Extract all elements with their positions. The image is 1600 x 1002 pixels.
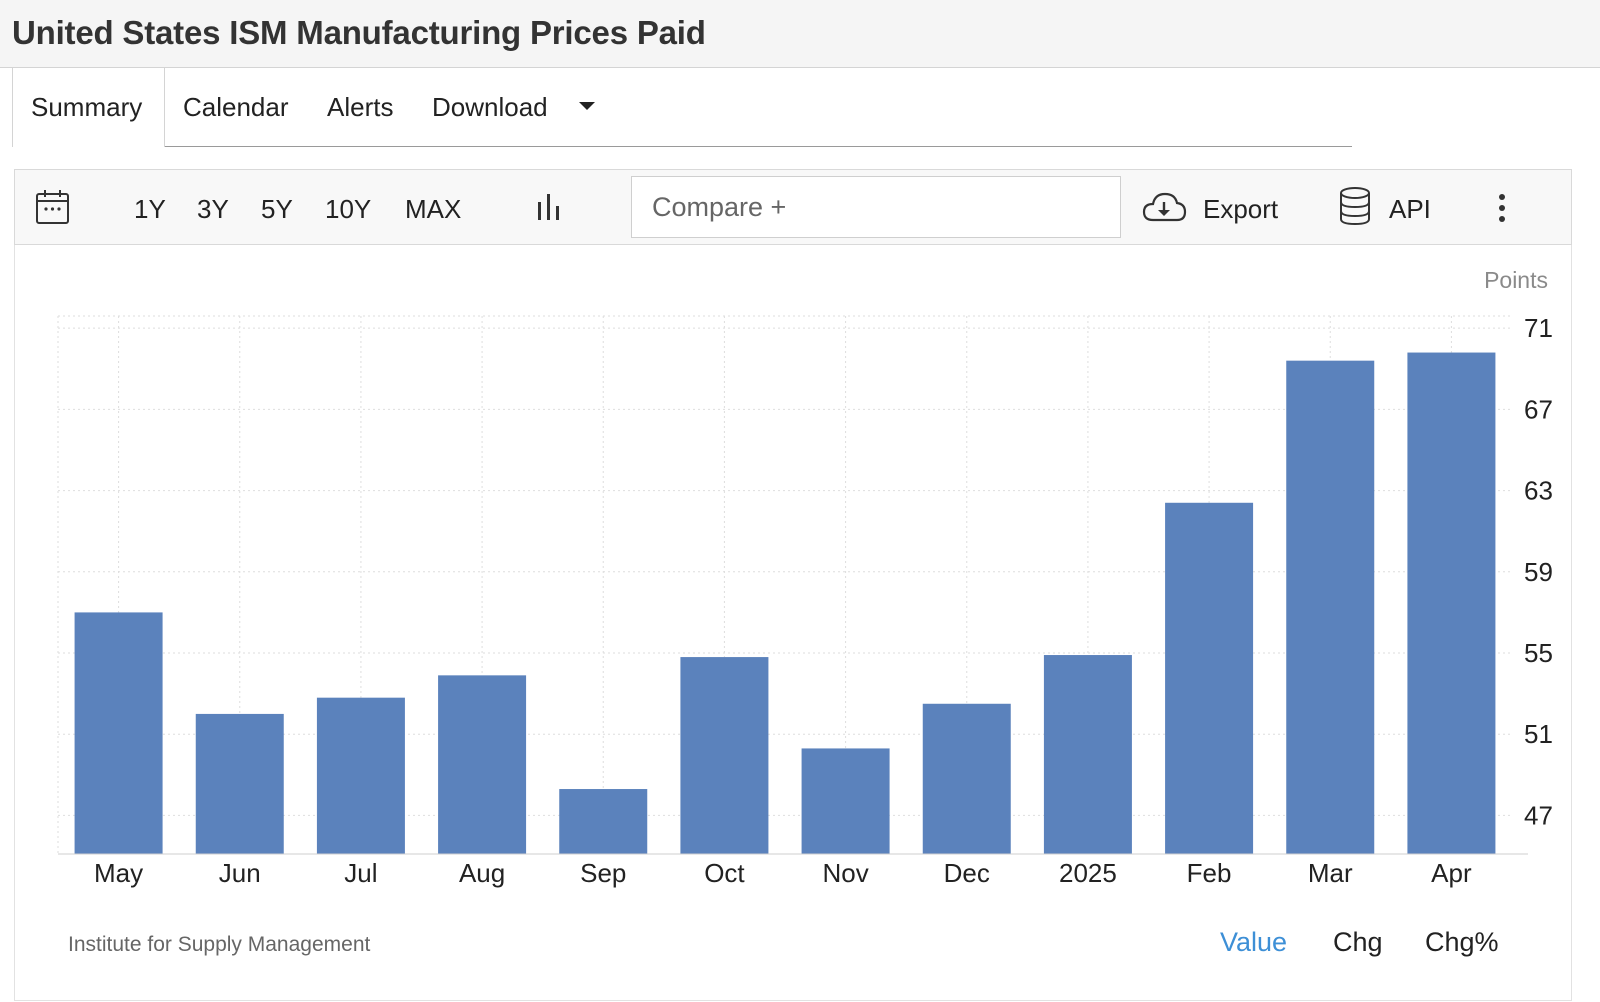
title-bar: United States ISM Manufacturing Prices P…	[0, 0, 1600, 68]
cloud-download-icon[interactable]	[1141, 188, 1187, 226]
range-10y-button[interactable]: 10Y	[325, 194, 372, 224]
tab-bar: Summary Calendar Alerts Download	[0, 68, 1600, 148]
tab-divider	[12, 146, 1352, 147]
source-label: Institute for Supply Management	[68, 933, 371, 956]
chart-card	[14, 169, 1572, 1001]
api-button[interactable]: API	[1389, 194, 1431, 224]
range-1y-button[interactable]: 1Y	[134, 194, 166, 224]
range-3y-button[interactable]: 3Y	[197, 194, 229, 224]
calendar-icon[interactable]	[35, 188, 71, 226]
tab-download[interactable]: Download	[432, 92, 548, 122]
tab-calendar[interactable]: Calendar	[183, 92, 289, 122]
more-vertical-icon[interactable]	[1495, 192, 1509, 224]
tab-alerts[interactable]: Alerts	[327, 92, 394, 122]
chart-toolbar: 1Y 3Y 5Y 10Y MAX Export API	[14, 169, 1572, 245]
tab-summary[interactable]: Summary	[31, 92, 143, 122]
value-toggle[interactable]: Value	[1220, 927, 1288, 957]
bar-chart-icon[interactable]	[535, 192, 565, 222]
chg-percent-toggle[interactable]: Chg%	[1425, 927, 1499, 957]
chg-toggle[interactable]: Chg	[1333, 927, 1383, 957]
database-icon[interactable]	[1338, 186, 1372, 226]
chevron-down-icon[interactable]	[579, 102, 595, 110]
tab-summary-frame[interactable]	[12, 68, 165, 147]
page-title: United States ISM Manufacturing Prices P…	[12, 14, 706, 51]
range-5y-button[interactable]: 5Y	[261, 194, 293, 224]
range-max-button[interactable]: MAX	[405, 194, 462, 224]
export-button[interactable]: Export	[1203, 194, 1279, 224]
compare-input[interactable]	[631, 176, 1121, 238]
